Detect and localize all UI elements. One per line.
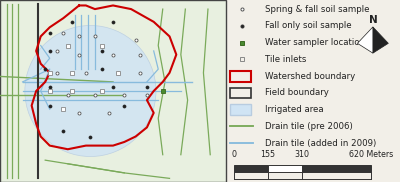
Text: Watershed boundary: Watershed boundary — [265, 72, 355, 81]
Ellipse shape — [25, 25, 156, 157]
Bar — [302, 165, 371, 172]
Polygon shape — [373, 27, 388, 53]
Text: Drain tile (added in 2009): Drain tile (added in 2009) — [265, 139, 376, 148]
Bar — [268, 165, 302, 172]
Bar — [0, 0, 226, 182]
Text: 0: 0 — [231, 151, 236, 159]
Text: 155: 155 — [260, 151, 276, 159]
Bar — [230, 71, 251, 82]
Bar — [230, 104, 251, 115]
Text: Water sampler location: Water sampler location — [265, 38, 365, 47]
Text: Field boundary: Field boundary — [265, 88, 328, 97]
Text: 310: 310 — [295, 151, 310, 159]
Text: 620 Meters: 620 Meters — [349, 151, 393, 159]
Bar — [234, 165, 268, 172]
Text: Drain tile (pre 2006): Drain tile (pre 2006) — [265, 122, 352, 131]
Polygon shape — [358, 27, 373, 53]
Text: Spring & fall soil sample: Spring & fall soil sample — [265, 5, 369, 14]
Text: Irrigated area: Irrigated area — [265, 105, 323, 114]
Bar — [230, 88, 251, 98]
Text: Fall only soil sample: Fall only soil sample — [265, 21, 351, 30]
Text: N: N — [368, 15, 377, 25]
Text: Tile inlets: Tile inlets — [265, 55, 306, 64]
